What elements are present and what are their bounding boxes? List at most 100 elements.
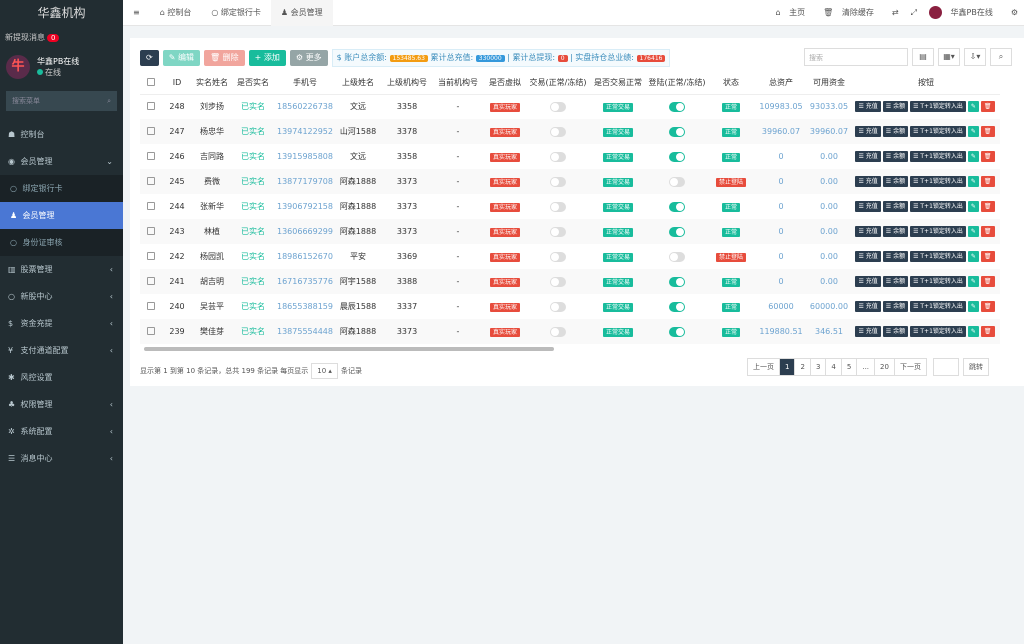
column-header[interactable]: 是否实名 xyxy=(232,72,274,95)
page-button[interactable]: 3 xyxy=(809,358,827,376)
delete-icon[interactable]: 🗑 xyxy=(980,201,995,212)
sidebar-item-2[interactable]: ○ 绑定银行卡 xyxy=(0,175,123,202)
per-page-select[interactable]: 10 ▴ xyxy=(311,363,338,379)
row-checkbox[interactable] xyxy=(140,269,162,294)
page-button[interactable]: 1 xyxy=(779,358,796,376)
delete-icon[interactable]: 🗑 xyxy=(980,176,995,187)
sidebar-item-8[interactable]: ¥ 支付通道配置 ‹ xyxy=(0,337,123,364)
new-withdraw-msg[interactable]: 新提现消息 0 xyxy=(0,26,123,49)
balance-button[interactable]: ☰ 余额 xyxy=(882,101,909,113)
column-header[interactable]: 交易(正常/冻结) xyxy=(528,72,588,95)
add-button[interactable]: + 添加 xyxy=(248,50,286,66)
balance-button[interactable]: ☰ 余额 xyxy=(882,276,909,287)
menu-toggle-icon[interactable]: ≡ xyxy=(133,7,140,17)
row-checkbox[interactable] xyxy=(140,244,162,269)
clear-cache-button[interactable]: 🗑 清除缓存 xyxy=(817,7,886,18)
page-button[interactable]: 5 xyxy=(840,358,858,376)
recharge-button[interactable]: ☰ 充值 xyxy=(855,126,881,137)
edit-icon[interactable]: ✎ xyxy=(967,251,979,262)
jump-page-input[interactable] xyxy=(932,358,959,376)
horizontal-scrollbar[interactable] xyxy=(144,347,554,351)
column-header[interactable]: 登陆(正常/冻结) xyxy=(648,72,706,95)
login-toggle[interactable] xyxy=(669,251,685,262)
sidebar-item-6[interactable]: ○ 新股中心 ‹ xyxy=(0,283,123,310)
cell-phone[interactable]: 18560226738 xyxy=(277,102,333,112)
edit-icon[interactable]: ✎ xyxy=(967,151,979,162)
menu-search-input[interactable]: 搜索菜单 ⌕ xyxy=(6,91,117,111)
delete-icon[interactable]: 🗑 xyxy=(980,276,995,287)
column-header[interactable]: 上级姓名 xyxy=(336,72,380,95)
column-header[interactable]: 是否虚拟 xyxy=(482,72,528,95)
balance-button[interactable]: ☰ 余额 xyxy=(882,151,909,162)
column-header[interactable]: 实名姓名 xyxy=(192,72,232,95)
delete-icon[interactable]: 🗑 xyxy=(980,301,995,312)
jump-button[interactable]: 跳转 xyxy=(962,358,989,376)
column-header[interactable]: 上级机构号 xyxy=(380,72,434,95)
row-checkbox[interactable] xyxy=(140,144,162,169)
trade-toggle[interactable] xyxy=(550,226,566,237)
cell-phone[interactable]: 18655388159 xyxy=(277,302,333,311)
recharge-button[interactable]: ☰ 充值 xyxy=(855,201,881,212)
column-header[interactable]: ID xyxy=(162,72,192,95)
column-header[interactable]: 当前机构号 xyxy=(434,72,482,95)
tab-dashboard[interactable]: ⌂ 控制台 xyxy=(159,7,192,17)
sidebar-item-4[interactable]: ○ 身份证审核 xyxy=(0,229,123,256)
balance-button[interactable]: ☰ 余额 xyxy=(882,126,909,137)
column-header[interactable]: 总资产 xyxy=(756,72,806,95)
edit-icon[interactable]: ✎ xyxy=(967,276,979,287)
column-header[interactable]: 是否交易正常 xyxy=(588,72,648,95)
login-toggle[interactable] xyxy=(669,101,685,112)
login-toggle[interactable] xyxy=(669,276,685,287)
cell-phone[interactable]: 13906792158 xyxy=(277,202,333,211)
recharge-button[interactable]: ☰ 充值 xyxy=(855,151,881,162)
delete-icon[interactable]: 🗑 xyxy=(980,151,995,162)
recharge-button[interactable]: ☰ 充值 xyxy=(855,326,881,337)
user-menu[interactable]: 华鑫PB在线 xyxy=(923,6,1005,19)
trade-toggle[interactable] xyxy=(550,151,566,162)
sidebar-item-12[interactable]: ☰ 消息中心 ‹ xyxy=(0,445,123,472)
edit-icon[interactable]: ✎ xyxy=(967,326,979,337)
cell-phone[interactable]: 13875554448 xyxy=(274,319,336,344)
toggle-view-button[interactable]: ▤ xyxy=(912,48,934,66)
row-checkbox[interactable] xyxy=(140,119,162,144)
edit-icon[interactable]: ✎ xyxy=(967,101,979,113)
trade-toggle[interactable] xyxy=(550,201,566,212)
tab-member[interactable]: ♟ 会员管理 xyxy=(270,0,333,26)
sidebar-item-10[interactable]: ♣ 权限管理 ‹ xyxy=(0,391,123,418)
edit-icon[interactable]: ✎ xyxy=(967,201,979,212)
edit-icon[interactable]: ✎ xyxy=(967,301,979,312)
recharge-button[interactable]: ☰ 充值 xyxy=(855,301,881,312)
lock-transfer-button[interactable]: ☰ T+1锁定转入出 xyxy=(910,326,966,337)
page-button[interactable]: ... xyxy=(856,358,876,376)
refresh-button[interactable]: ⟳ xyxy=(140,50,159,66)
sidebar-item-11[interactable]: ✲ 系统配置 ‹ xyxy=(0,418,123,445)
lock-transfer-button[interactable]: ☰ T+1锁定转入出 xyxy=(910,151,966,162)
trade-toggle[interactable] xyxy=(550,301,566,312)
lock-transfer-button[interactable]: ☰ T+1锁定转入出 xyxy=(910,176,966,187)
edit-icon[interactable]: ✎ xyxy=(967,226,979,237)
lock-transfer-button[interactable]: ☰ T+1锁定转入出 xyxy=(910,101,966,113)
more-button[interactable]: ⚙ 更多 xyxy=(289,50,328,66)
row-checkbox[interactable] xyxy=(140,219,162,244)
prev-page-button[interactable]: 上一页 xyxy=(747,358,780,376)
table-search-input[interactable]: 搜索 xyxy=(804,48,908,66)
cell-phone[interactable]: 16716735776 xyxy=(274,269,336,294)
login-toggle[interactable] xyxy=(669,201,685,212)
recharge-button[interactable]: ☰ 充值 xyxy=(855,101,881,113)
fullscreen-icon[interactable]: ⤢ xyxy=(910,7,917,17)
login-toggle[interactable] xyxy=(669,126,685,137)
trade-toggle[interactable] xyxy=(550,176,566,187)
sidebar-item-5[interactable]: ▥ 股票管理 ‹ xyxy=(0,256,123,283)
edit-button[interactable]: ✎ 编辑 xyxy=(162,50,200,66)
cell-phone[interactable]: 13915985808 xyxy=(277,152,333,161)
balance-button[interactable]: ☰ 余额 xyxy=(882,201,909,212)
recharge-button[interactable]: ☰ 充值 xyxy=(855,251,881,262)
delete-icon[interactable]: 🗑 xyxy=(980,251,995,262)
translate-icon[interactable]: ⇄ xyxy=(891,8,899,17)
edit-icon[interactable]: ✎ xyxy=(967,176,979,187)
delete-icon[interactable]: 🗑 xyxy=(980,126,995,137)
column-header[interactable]: 状态 xyxy=(706,72,756,95)
balance-button[interactable]: ☰ 余额 xyxy=(882,301,909,312)
sidebar-item-0[interactable]: ☗ 控制台 xyxy=(0,121,123,148)
row-checkbox[interactable] xyxy=(140,194,162,219)
